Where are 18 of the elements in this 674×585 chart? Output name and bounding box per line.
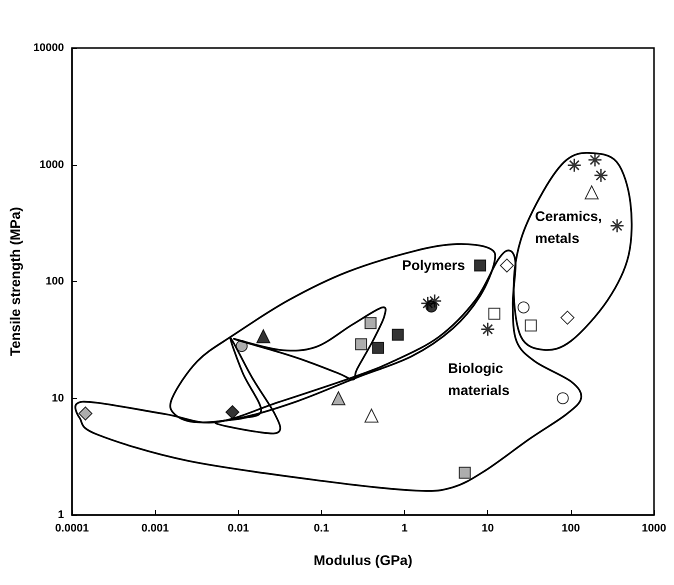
y-tick-label: 1000 <box>40 158 64 171</box>
x-tick-label: 0.01 <box>228 522 249 534</box>
y-tick-label: 1 <box>58 509 64 521</box>
x-tick-label: 0.0001 <box>55 522 89 534</box>
x-tick-label: 10 <box>482 522 494 534</box>
x-tick-label: 100 <box>562 522 580 534</box>
annotation: Polymers <box>402 256 466 275</box>
x-tick-label: 0.001 <box>141 522 169 534</box>
x-tick-label: 1 <box>402 522 408 534</box>
x-tick-label: 0.1 <box>314 522 330 534</box>
x-tick-label: 1000 <box>642 522 666 534</box>
y-tick-label: 100 <box>46 276 64 288</box>
y-tick-label: 10 <box>52 392 64 404</box>
y-tick-label: 10000 <box>33 42 64 54</box>
x-axis-title: Modulus (GPa) <box>314 552 412 568</box>
annotation: Ceramics, metals <box>535 207 603 248</box>
y-axis-title: Tensile strength (MPa) <box>7 206 23 356</box>
annotation: Biologic materials <box>448 359 510 400</box>
